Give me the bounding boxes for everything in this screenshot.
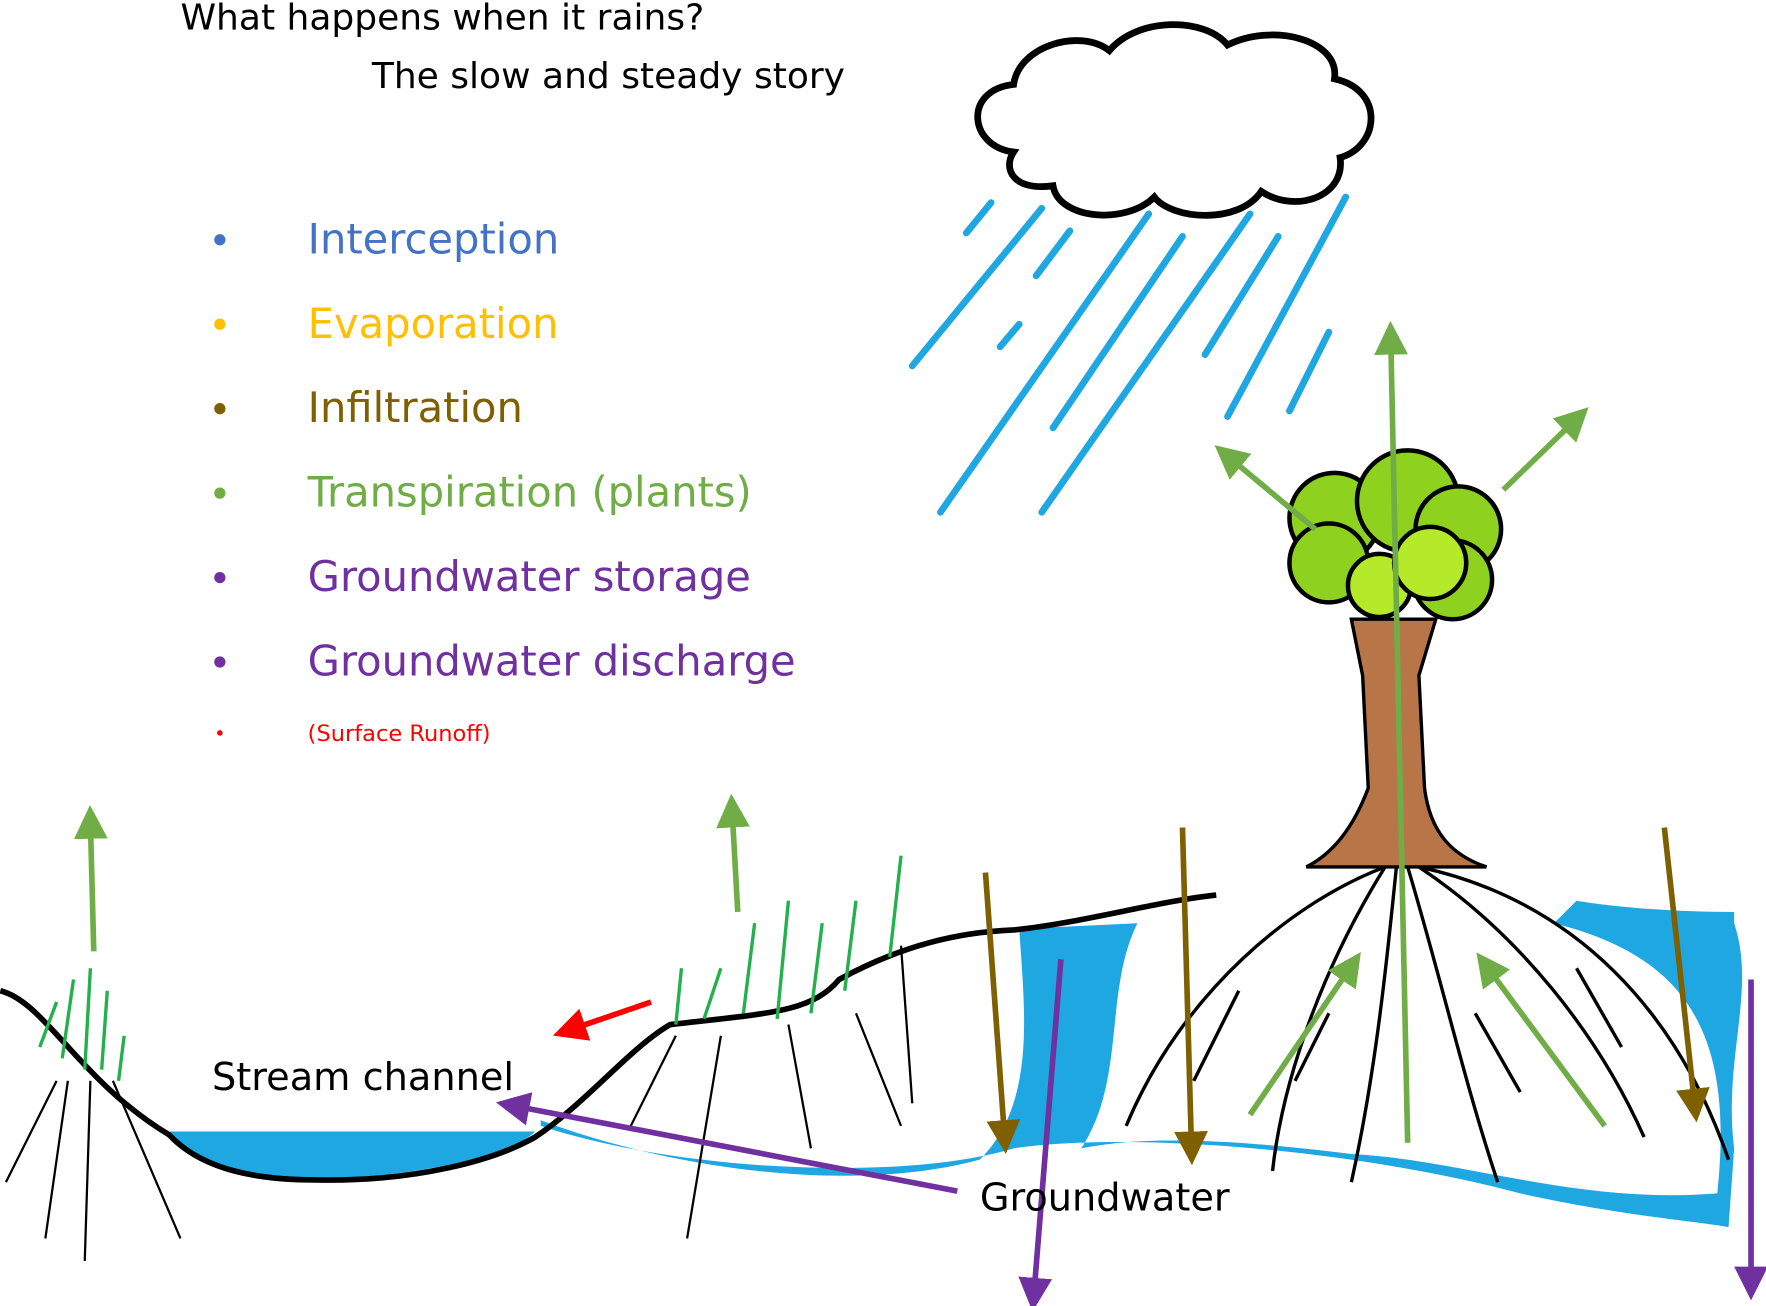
legend-item: (Surface Runoff): [308, 721, 491, 747]
stream-label: Stream channel: [212, 1055, 514, 1100]
cloud: [974, 21, 1375, 219]
legend-item: Groundwater storage: [308, 552, 751, 601]
bullet: [214, 403, 226, 415]
legend-item: Evaporation: [308, 299, 559, 348]
bullet: [214, 318, 226, 330]
bullet: [214, 656, 226, 668]
rain: [908, 193, 1350, 516]
legend-item: Interception: [308, 214, 560, 263]
legend-item: Infiltration: [308, 383, 523, 432]
transpiration-arrows: [73, 320, 1607, 1143]
legend-item: Groundwater discharge: [308, 637, 796, 686]
roots: [1124, 865, 1731, 1183]
groundwater-arrows: [496, 959, 1766, 1306]
stream-water: [169, 1131, 536, 1180]
runoff-arrow: [552, 999, 652, 1041]
bullet: [214, 487, 226, 499]
legend-item: Transpiration (plants): [307, 468, 752, 517]
infiltration-arrows: [982, 827, 1710, 1166]
ground-surface: [0, 892, 1217, 1183]
bullet: [214, 571, 226, 584]
subtitle: The slow and steady story: [371, 56, 845, 97]
bullet: [214, 234, 226, 246]
tree-trunk: [1305, 617, 1487, 869]
groundwater-body: [540, 900, 1743, 1228]
groundwater-label: Groundwater: [980, 1175, 1230, 1220]
grass: [38, 855, 903, 1082]
title: What happens when it rains?: [180, 0, 704, 38]
grass-roots: [4, 945, 914, 1262]
bullet: [217, 730, 223, 736]
